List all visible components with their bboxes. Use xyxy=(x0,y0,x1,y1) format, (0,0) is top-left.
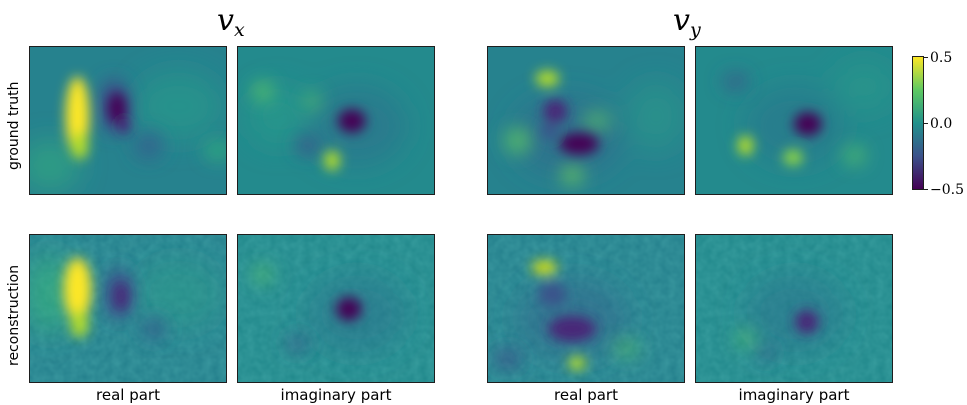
colorbar-tick-top xyxy=(924,57,928,58)
colorbar-label-max: 0.5 xyxy=(930,50,953,66)
row-label-ground-truth: ground truth xyxy=(6,81,22,170)
title-vy: vy xyxy=(673,3,701,42)
colorbar-label-zero: 0.0 xyxy=(930,116,953,132)
panel-vy-imaginary-reconstruction xyxy=(695,234,893,383)
label-vy-real: real part xyxy=(554,386,618,404)
row-label-reconstruction: reconstruction xyxy=(6,264,22,366)
panel-vy-real-reconstruction xyxy=(487,234,685,383)
panel-vx-real-reconstruction xyxy=(29,234,227,383)
colorbar xyxy=(912,56,924,190)
panel-vx-imaginary-reconstruction xyxy=(237,234,435,383)
colorbar-label-min: −0.5 xyxy=(930,182,964,198)
colorbar-tick-mid xyxy=(924,123,928,124)
panel-vx-real-ground-truth xyxy=(29,46,227,195)
title-vx: vx xyxy=(217,3,245,42)
panel-vy-imaginary-ground-truth xyxy=(695,46,893,195)
colorbar-tick-bottom xyxy=(924,189,928,190)
label-vy-imaginary: imaginary part xyxy=(738,386,850,404)
panel-vx-imaginary-ground-truth xyxy=(237,46,435,195)
panel-vy-real-ground-truth xyxy=(487,46,685,195)
label-vx-real: real part xyxy=(96,386,160,404)
label-vx-imaginary: imaginary part xyxy=(280,386,392,404)
